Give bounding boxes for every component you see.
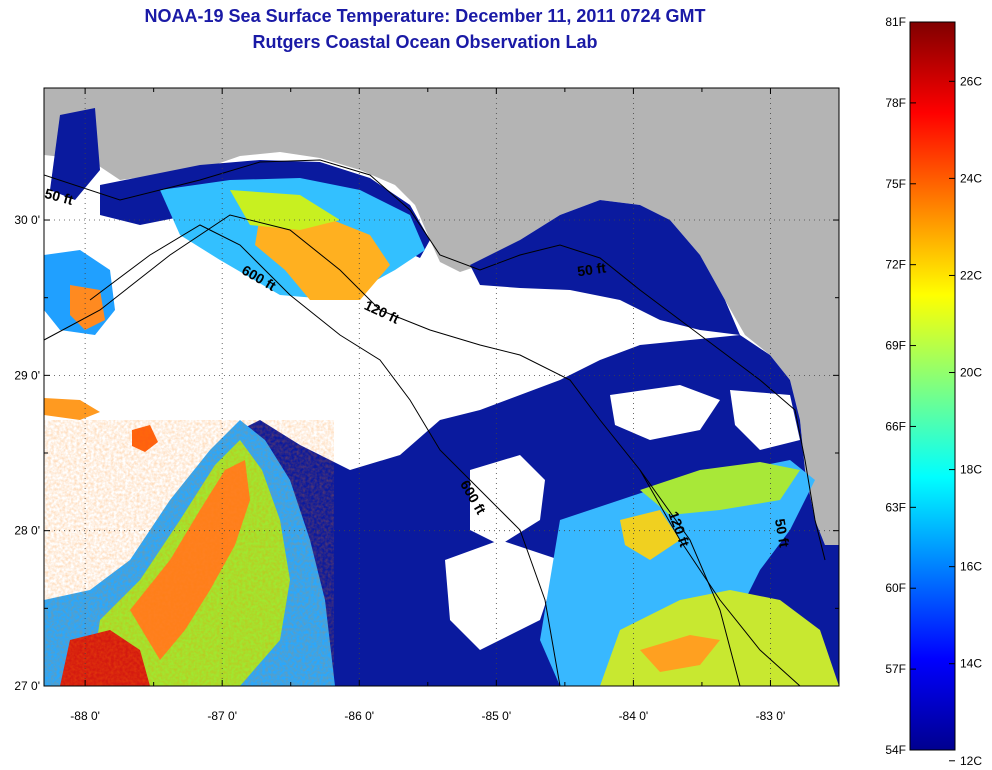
colorbar-gradient [909,21,956,751]
warm-water-spot [44,398,100,420]
colorbar: 81F 78F 75F 72F 69F 66F 63F 60F 57F 54F 26C 24C 22C 2… [885,15,982,768]
contour-50ft [44,159,826,561]
contour-600ft [89,224,561,686]
contour-label: 50 ft [772,517,793,548]
colorbar-f-label: 72F [885,258,906,272]
colorbar-c-label: 18C [960,463,982,477]
warm-water-panhandle-ring [230,190,340,230]
colorbar-c-label: 14C [960,657,982,671]
lon-tick-label: -87 0' [207,709,237,723]
warm-water-southeast-mid [620,510,680,560]
contour-120ft [44,214,801,686]
warm-water-southeast-band [640,462,800,515]
land-mass [44,88,839,545]
map-subtitle: Rutgers Coastal Ocean Observation Lab [252,32,598,52]
axis-ticks: -88 0' -87 0' -86 0' -85 0' -84 0' -83 0' 27 0… [14,88,839,723]
lon-tick-label: -88 0' [70,709,100,723]
warm-water-panhandle-core [255,215,390,300]
lon-tick-label: -83 0' [756,709,786,723]
colorbar-labels: 81F 78F 75F 72F 69F 66F 63F 60F 57F 54F 26C 24C 22C 2… [885,15,982,768]
warm-water-southeast [540,460,815,686]
cloud-patch [445,540,560,650]
colorbar-c-label: 12C [960,754,982,768]
map-title: NOAA-19 Sea Surface Temperature: Decembe… [144,6,706,26]
cloud-patch [520,300,620,355]
lat-tick-label: 27 0' [14,679,40,693]
contour-label: 50 ft [43,185,75,208]
cold-water-west [50,108,100,200]
colorbar-f-label: 63F [885,500,906,514]
colorbar-f-label: 60F [885,581,906,595]
warm-water-southeast-hot [640,635,720,672]
colorbar-c-label: 24C [960,171,982,185]
lon-tick-label: -85 0' [481,709,511,723]
cloud-patch [730,390,800,450]
colorbar-c-label: 20C [960,366,982,380]
colorbar-f-label: 66F [885,419,906,433]
map-frame [43,87,840,687]
colorbar-c-label: 16C [960,560,982,574]
contour-label: 50 ft [576,259,607,279]
lon-tick-label: -84 0' [619,709,649,723]
cloud-patch [470,455,545,545]
colorbar-f-label: 75F [885,177,906,191]
lat-tick-label: 30 0' [14,213,40,227]
cloud-patch [610,385,720,440]
cold-water-north [470,200,740,335]
colorbar-f-label: 81F [885,15,906,29]
colorbar-f-label: 78F [885,96,906,110]
contour-600ft-east [639,469,741,686]
colorbar-c-label: 22C [960,268,982,282]
speckle-texture [44,420,334,686]
colorbar-f-label: 57F [885,662,906,676]
colorbar-c-label: 26C [960,74,982,88]
colorbar-f-label: 54F [885,743,906,757]
warm-water-west-core [70,285,105,330]
map-area [44,88,839,686]
colorbar-f-label: 69F [885,339,906,353]
lon-tick-label: -86 0' [344,709,374,723]
lat-tick-label: 29 0' [14,368,40,382]
lat-tick-label: 28 0' [14,524,40,538]
